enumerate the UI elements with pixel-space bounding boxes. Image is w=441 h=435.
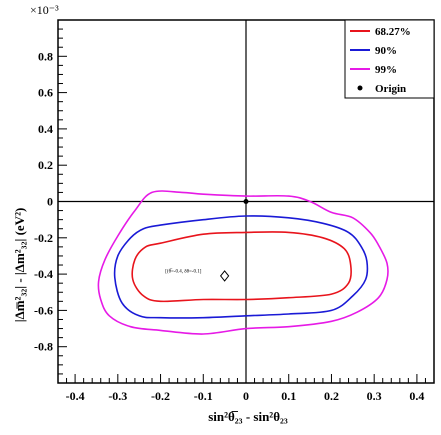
x-tick-label: 0.1 — [281, 389, 296, 403]
contour-90 — [113, 215, 369, 319]
y-tick-label: 0.4 — [38, 122, 53, 136]
legend-label-origin: Origin — [375, 83, 406, 95]
y-tick-label: 0 — [47, 195, 53, 209]
tick-labels: -0.4 -0.3 -0.2 -0.1 0 0.1 0.2 0.3 0.4 -0.8 -0.6 -0.… — [34, 49, 424, 403]
x-tick-label: -0.2 — [151, 389, 170, 403]
x-tick-label: -0.4 — [66, 389, 85, 403]
x-tick-label: 0.2 — [324, 389, 339, 403]
markers: [(θ̅=-0.4, δθ=-0.1] — [165, 199, 249, 282]
contours — [97, 190, 389, 335]
y-tick-label: -0.6 — [34, 303, 53, 317]
y-tick-label: 0.2 — [38, 158, 53, 172]
legend: 68.27% 90% 99% Origin — [344, 19, 435, 99]
x-tick-label: 0.4 — [409, 389, 424, 403]
y-tick-label: 0.6 — [38, 86, 53, 100]
legend-marker-origin — [357, 85, 363, 91]
y-tick-label: 0.8 — [38, 49, 53, 63]
legend-label-68: 68.27% — [375, 26, 411, 38]
x-tick-label: -0.3 — [108, 389, 127, 403]
x-tick-label: -0.1 — [194, 389, 213, 403]
x-tick-label: 0.3 — [367, 389, 382, 403]
annotation-text: [(θ̅=-0.4, δθ=-0.1] — [165, 268, 201, 274]
origin-marker — [243, 199, 249, 204]
y-multiplier: ×10⁻³ — [30, 3, 59, 17]
legend-box — [344, 19, 435, 99]
y-tick-label: -0.4 — [34, 267, 53, 281]
y-tick-label: -0.8 — [34, 340, 53, 354]
y-axis-title: |Δm̅²₃₂| - |Δm²₃₂| (eV²) — [12, 208, 27, 323]
contour-99 — [97, 190, 389, 335]
contour-68 — [131, 231, 352, 303]
diamond-marker — [219, 270, 230, 282]
x-tick-label: 0 — [243, 389, 249, 403]
legend-label-90: 90% — [375, 45, 397, 57]
x-axis-title: sin²θ̅₂₃ - sin²θ₂₃ — [208, 409, 288, 424]
y-tick-label: -0.2 — [34, 231, 53, 245]
axis-ticks — [57, 19, 435, 384]
legend-label-99: 99% — [375, 64, 397, 76]
